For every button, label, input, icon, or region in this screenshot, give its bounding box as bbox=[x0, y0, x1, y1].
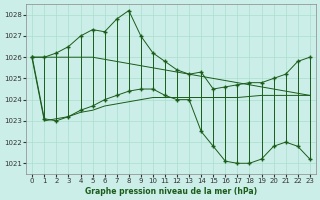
X-axis label: Graphe pression niveau de la mer (hPa): Graphe pression niveau de la mer (hPa) bbox=[85, 187, 257, 196]
